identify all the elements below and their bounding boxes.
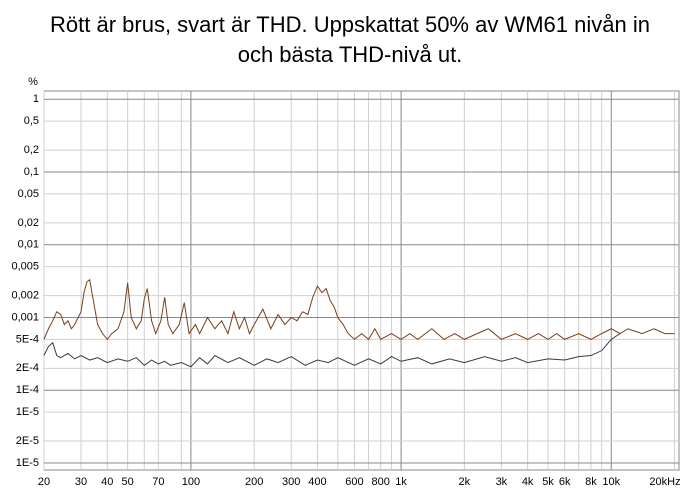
series-line <box>43 333 621 368</box>
y-tick-label: 0,5 <box>24 115 39 127</box>
x-tick-label: 2k <box>459 476 471 488</box>
x-tick-label: 50 <box>122 476 134 488</box>
x-tick-label: 400 <box>308 476 326 488</box>
x-tick-label: 6k <box>559 476 571 488</box>
x-tick-label: 4k <box>522 476 534 488</box>
x-tick-label: 30 <box>75 476 87 488</box>
x-tick-label: 600 <box>345 476 363 488</box>
y-tick-label: 1E-5 <box>16 457 39 469</box>
y-tick-label: 0,2 <box>24 144 39 156</box>
title-line: och bästa THD-nivå ut. <box>237 42 463 67</box>
series-line <box>43 278 675 341</box>
x-tick-label: 3k <box>496 476 508 488</box>
x-tick-label: 20 <box>38 476 50 488</box>
y-tick-label: 2E-5 <box>16 435 39 447</box>
y-tick-label: 2E-4 <box>16 362 39 374</box>
x-tick-label: 1k <box>395 476 407 488</box>
x-tick-label: 20kHz <box>649 476 680 488</box>
x-tick-label: 8k <box>585 476 597 488</box>
y-tick-label: 5E-4 <box>16 333 39 345</box>
y-tick-label: 0,05 <box>18 188 39 200</box>
y-tick-label: 0,01 <box>18 239 39 251</box>
y-axis-label: % <box>28 76 38 88</box>
x-tick-label: 40 <box>101 476 113 488</box>
y-tick-label: 0,02 <box>18 217 39 229</box>
x-tick-label: 300 <box>282 476 300 488</box>
y-tick-label: 0,1 <box>24 166 39 178</box>
x-tick-label: 70 <box>152 476 164 488</box>
x-tick-label: 5k <box>542 476 554 488</box>
x-tick-label: 10k <box>602 476 620 488</box>
y-tick-label: 1 <box>33 93 39 105</box>
x-tick-label: 200 <box>245 476 263 488</box>
y-tick-label: 0,005 <box>11 261 39 273</box>
plot-frame <box>43 90 680 471</box>
chart-title: Rött är brus, svart är THD. Uppskattat 5… <box>0 10 700 70</box>
y-tick-label: 0,002 <box>11 289 39 301</box>
title-line: Rött är brus, svart är THD. Uppskattat 5… <box>50 12 650 37</box>
x-tick-label: 100 <box>182 476 200 488</box>
x-tick-label: 800 <box>372 476 390 488</box>
y-tick-label: 1E-5 <box>16 406 39 418</box>
y-tick-label: 1E-4 <box>16 384 39 396</box>
y-tick-label: 0,001 <box>11 311 39 323</box>
